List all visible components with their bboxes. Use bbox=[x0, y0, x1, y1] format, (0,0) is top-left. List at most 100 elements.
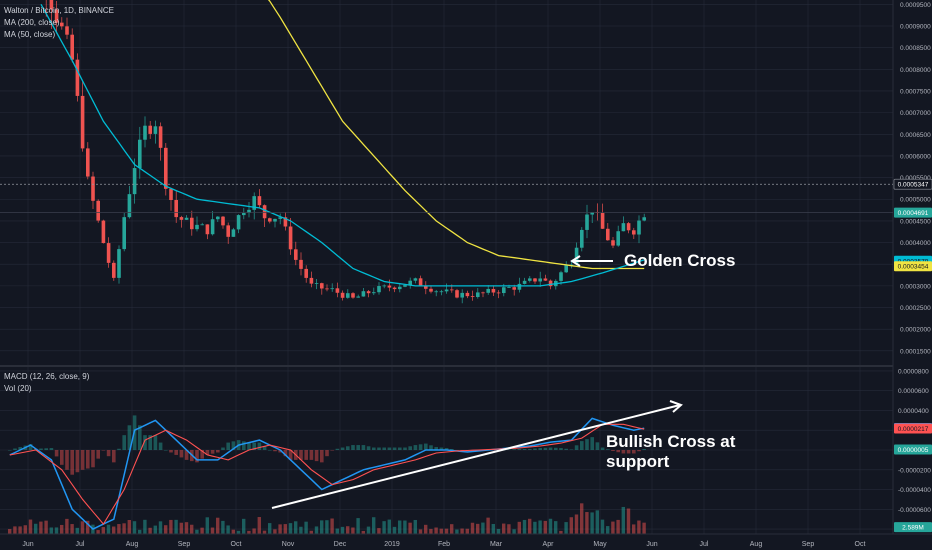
price-tick-label: 0.0007000 bbox=[900, 110, 931, 117]
volume-bar bbox=[465, 528, 469, 534]
histogram-bar bbox=[626, 450, 631, 454]
volume-bar bbox=[377, 528, 381, 534]
histogram-bar bbox=[632, 450, 636, 454]
histogram-bar bbox=[320, 450, 324, 463]
ma50-legend[interactable]: MA (50, close) bbox=[4, 30, 56, 39]
candle-body bbox=[112, 262, 116, 278]
volume-bar bbox=[340, 526, 345, 534]
volume-bar bbox=[621, 506, 625, 534]
macd-tick-label: 0.0000800 bbox=[898, 368, 929, 375]
histogram-bar bbox=[148, 435, 152, 450]
bullish-cross-label-line2: support bbox=[606, 452, 670, 471]
histogram-bar bbox=[96, 450, 100, 459]
histogram-bar bbox=[439, 447, 444, 450]
histogram-bar bbox=[351, 445, 355, 450]
volume-bar bbox=[600, 519, 605, 534]
ma200-legend[interactable]: MA (200, close) bbox=[4, 18, 60, 27]
price-axis[interactable]: 0.0009500 0.0009000 0.0008500 0.0008000 0.00… bbox=[900, 2, 931, 356]
volume-bar bbox=[138, 529, 142, 534]
volume-bar bbox=[569, 517, 573, 534]
candle-body bbox=[564, 264, 568, 273]
histogram-bar bbox=[122, 435, 126, 450]
grid-lines bbox=[0, 0, 893, 534]
histogram-bar bbox=[346, 446, 350, 450]
candle-body bbox=[366, 291, 371, 294]
candle-body bbox=[600, 212, 605, 229]
candle-body bbox=[148, 125, 152, 134]
price-tick-label: 0.0003000 bbox=[900, 283, 931, 290]
volume-bar bbox=[398, 520, 402, 534]
candle-body bbox=[242, 212, 246, 216]
candle-body bbox=[325, 288, 329, 290]
time-axis[interactable]: Jun Jul Aug Sep Oct Nov Dec 2019 Feb Mar Apr May Jun… bbox=[22, 541, 865, 548]
volume-bar bbox=[96, 530, 100, 534]
volume-bar bbox=[486, 517, 490, 534]
candle-body bbox=[476, 292, 480, 298]
candle-body bbox=[569, 264, 574, 266]
time-tick-label: Sep bbox=[178, 541, 191, 548]
candle-body bbox=[533, 278, 537, 282]
histogram-bar bbox=[184, 450, 189, 460]
time-tick-label: Nov bbox=[282, 541, 295, 548]
volume-bar bbox=[86, 520, 90, 534]
macd-legend[interactable]: MACD (12, 26, close, 9) bbox=[4, 372, 90, 381]
price-tick-label: 0.0001500 bbox=[900, 348, 931, 355]
histogram-bar bbox=[138, 425, 142, 450]
candle-body bbox=[127, 194, 132, 218]
volume-bar bbox=[335, 528, 339, 534]
candle-body bbox=[398, 286, 402, 290]
macd-tick-label: 0.0000600 bbox=[898, 388, 929, 395]
time-tick-label: Oct bbox=[855, 541, 866, 548]
candle-body bbox=[278, 217, 282, 219]
golden-cross-label: Golden Cross bbox=[624, 251, 736, 270]
histogram-bar bbox=[403, 447, 407, 450]
volume-bar bbox=[491, 523, 495, 534]
histogram-bar bbox=[314, 450, 319, 462]
volume-bar bbox=[179, 522, 183, 534]
candle-body bbox=[164, 147, 168, 189]
candle-body bbox=[559, 272, 563, 281]
volume-bar bbox=[23, 525, 27, 534]
candle-body bbox=[80, 95, 85, 149]
volume-bar bbox=[200, 527, 204, 534]
volume-bar bbox=[210, 527, 215, 534]
histogram-bar bbox=[18, 447, 22, 450]
price-badge-label: 0.0000005 bbox=[898, 447, 929, 454]
histogram-bar bbox=[372, 447, 376, 450]
volume-bar bbox=[382, 521, 386, 534]
volume-bar bbox=[366, 526, 371, 534]
volume-bar bbox=[231, 529, 235, 534]
histogram-bar bbox=[273, 450, 277, 452]
volume-legend[interactable]: Vol (20) bbox=[4, 384, 32, 393]
histogram-bar bbox=[164, 450, 168, 451]
volume-bar bbox=[304, 521, 308, 534]
candle-body bbox=[247, 209, 251, 213]
histogram-bar bbox=[340, 447, 345, 450]
volume-bars bbox=[8, 503, 646, 534]
price-tick-label: 0.0009000 bbox=[900, 23, 931, 30]
volume-bar bbox=[372, 517, 376, 534]
bullish-cross-arrow bbox=[271, 404, 681, 509]
price-tick-label: 0.0009500 bbox=[900, 2, 931, 9]
candle-body bbox=[60, 22, 64, 27]
candle-body bbox=[221, 216, 225, 226]
candle-body bbox=[268, 218, 272, 222]
volume-bar bbox=[268, 523, 272, 534]
symbol-title[interactable]: Walton / Bitcoin, 1D, BINANCE bbox=[4, 6, 114, 15]
volume-bar bbox=[18, 526, 22, 534]
candle-body bbox=[616, 231, 620, 246]
candle-body bbox=[611, 240, 615, 246]
price-badge-label: 0.0003454 bbox=[898, 264, 929, 271]
histogram-bar bbox=[75, 450, 80, 473]
candle-body bbox=[236, 215, 241, 230]
histogram-bar bbox=[621, 450, 626, 454]
candle-body bbox=[444, 289, 449, 292]
candle-body bbox=[486, 288, 490, 293]
volume-bar bbox=[39, 521, 43, 534]
volume-bar bbox=[481, 522, 485, 534]
volume-bar bbox=[439, 528, 443, 534]
histogram-bar bbox=[257, 442, 262, 450]
candle-body bbox=[179, 217, 184, 220]
candle-body bbox=[226, 225, 230, 237]
